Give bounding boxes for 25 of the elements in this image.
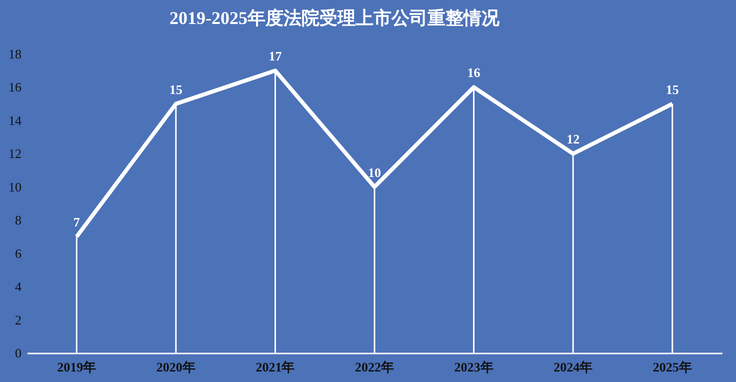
y-tick-label: 10: [8, 179, 22, 194]
y-tick-label: 2: [15, 312, 22, 328]
data-label: 10: [368, 164, 381, 180]
x-tick-label: 2021年: [256, 360, 295, 374]
y-tick-label: 14: [8, 112, 22, 128]
x-tick-label: 2020年: [156, 360, 196, 374]
x-tick-label: 2023年: [454, 360, 494, 374]
x-tick-label: 2024年: [554, 360, 593, 374]
data-label: 15: [169, 82, 183, 97]
y-tick-label: 4: [15, 279, 22, 294]
y-tick-label: 6: [15, 246, 22, 261]
chart-title: 2019-2025年度法院受理上市公司重整情况: [170, 8, 500, 28]
x-tick-label: 2025年: [652, 360, 692, 374]
data-label: 17: [268, 48, 282, 64]
x-tick-label: 2022年: [355, 360, 394, 374]
y-tick-label: 16: [8, 80, 22, 95]
data-label: 12: [566, 132, 580, 147]
y-tick-label: 12: [8, 146, 22, 162]
y-tick-label: 8: [15, 212, 22, 228]
data-label: 15: [666, 82, 680, 97]
x-tick-label: 2019年: [57, 360, 96, 374]
data-label: 7: [73, 214, 80, 230]
y-tick-label: 18: [8, 46, 22, 62]
y-tick-label: 0: [15, 346, 22, 360]
data-label: 16: [467, 65, 481, 80]
